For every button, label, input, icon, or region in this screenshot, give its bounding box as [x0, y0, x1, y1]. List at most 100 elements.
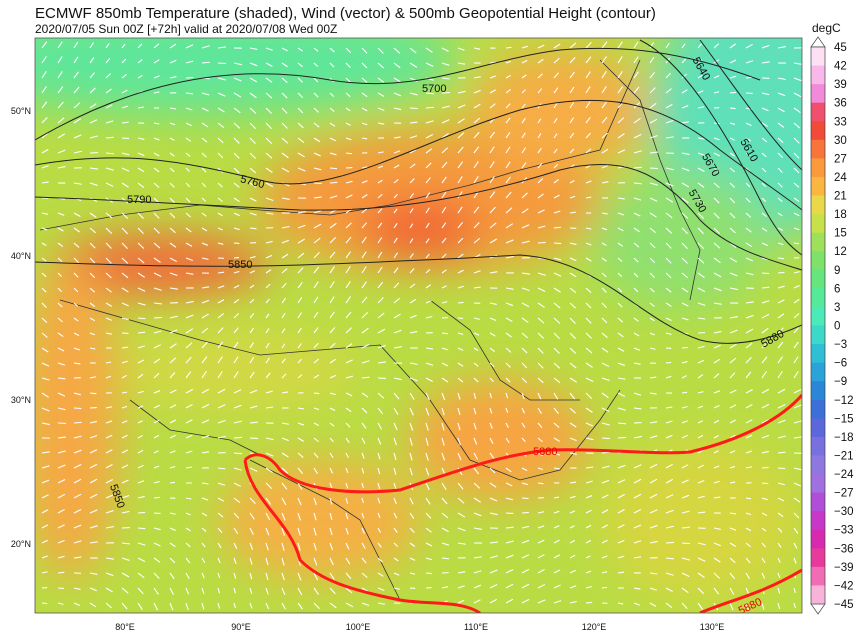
wind-arrow: [633, 257, 639, 263]
wind-arrow: [249, 62, 258, 67]
wind-arrow: [713, 302, 722, 305]
wind-arrow: [73, 212, 81, 217]
wind-arrow: [201, 92, 210, 96]
wind-arrow: [265, 390, 273, 394]
wind-arrow: [89, 272, 96, 279]
wind-arrow: [697, 74, 703, 79]
wind-arrow: [793, 62, 802, 65]
wind-arrow: [249, 512, 255, 520]
wind-arrow: [361, 281, 367, 289]
wind-arrow: [521, 583, 530, 589]
wind-arrow: [761, 557, 766, 564]
wind-arrow: [249, 227, 257, 230]
wind-arrow: [505, 191, 512, 199]
wind-arrow: [409, 362, 418, 365]
wind-arrow: [649, 332, 655, 336]
wind-arrow: [41, 509, 49, 514]
wind-arrow: [697, 495, 705, 499]
wind-arrow: [185, 300, 194, 304]
wind-arrow: [345, 527, 349, 535]
wind-arrow: [729, 167, 735, 173]
wind-arrow: [537, 118, 542, 124]
wind-arrow: [521, 422, 526, 428]
wind-arrow: [361, 557, 367, 564]
wind-arrow: [713, 59, 720, 64]
wind-arrow: [217, 122, 225, 129]
wind-arrow: [569, 272, 577, 278]
wind-arrow: [201, 107, 209, 112]
wind-arrow: [633, 392, 642, 396]
wind-arrow: [473, 117, 481, 124]
wind-arrow: [201, 299, 210, 304]
wind-arrow: [745, 60, 754, 64]
wind-arrow: [201, 257, 209, 260]
wind-arrow: [297, 327, 302, 334]
wind-arrow: [217, 572, 221, 578]
wind-arrow: [57, 407, 66, 411]
wind-arrow: [569, 242, 577, 246]
wind-arrow: [665, 420, 673, 424]
wind-arrow: [537, 467, 543, 471]
wind-arrow: [105, 434, 113, 439]
subtitle: 2020/07/05 Sun 00Z [+72h] valid at 2020/…: [35, 22, 337, 36]
wind-arrow: [297, 282, 303, 289]
wind-arrow: [265, 92, 273, 99]
wind-arrow: [121, 374, 128, 379]
wind-arrow: [745, 542, 751, 548]
wind-arrow: [89, 587, 97, 592]
wind-arrow: [521, 525, 530, 529]
wind-arrow: [457, 253, 464, 259]
wind-arrow: [441, 237, 447, 244]
colorbar-segment: [811, 474, 825, 494]
wind-arrow: [617, 571, 625, 574]
wind-arrow: [73, 464, 82, 469]
wind-arrow: [57, 287, 63, 293]
wind-arrow: [281, 602, 286, 610]
colorbar-segment: [811, 232, 825, 252]
wind-arrow: [41, 41, 48, 49]
wind-arrow: [233, 270, 240, 274]
wind-arrow: [57, 377, 66, 380]
wind-arrow: [233, 182, 240, 188]
lat-label: 50°N: [11, 106, 31, 116]
wind-arrow: [409, 92, 418, 96]
wind-arrow: [793, 271, 800, 274]
wind-arrow: [777, 227, 784, 231]
wind-arrow: [665, 197, 674, 203]
wind-arrow: [697, 212, 704, 219]
wind-arrow: [729, 343, 737, 349]
wind-arrow: [697, 345, 705, 349]
wind-arrow: [393, 237, 398, 244]
wind-arrow: [153, 75, 160, 79]
wind-arrow: [665, 463, 673, 469]
wind-arrow: [233, 371, 239, 379]
wind-arrow: [441, 557, 450, 560]
wind-arrow: [105, 420, 113, 424]
wind-arrow: [233, 341, 239, 349]
wind-arrow: [377, 328, 386, 334]
wind-arrow: [185, 388, 194, 394]
wind-arrow: [777, 404, 786, 409]
wind-arrow: [601, 227, 608, 231]
wind-arrow: [137, 59, 143, 64]
wind-arrow: [233, 497, 241, 503]
wind-arrow: [521, 362, 528, 369]
wind-arrow: [761, 434, 770, 439]
lat-label: 30°N: [11, 395, 31, 405]
colorbar-segment: [811, 139, 825, 159]
wind-arrow: [777, 271, 785, 274]
colorbar-label: −33: [834, 525, 854, 537]
wind-arrow: [585, 407, 593, 413]
wind-arrow: [665, 119, 674, 124]
wind-arrow: [457, 104, 466, 109]
wind-arrow: [201, 356, 208, 364]
wind-arrow: [313, 167, 322, 171]
colorbar-segment: [811, 102, 825, 122]
wind-arrow: [169, 227, 176, 234]
wind-arrow: [73, 71, 79, 79]
wind-arrow: [521, 497, 529, 500]
wind-arrow: [777, 285, 785, 289]
wind-arrow: [345, 359, 353, 364]
wind-arrow: [505, 103, 511, 109]
wind-arrow: [425, 148, 433, 154]
